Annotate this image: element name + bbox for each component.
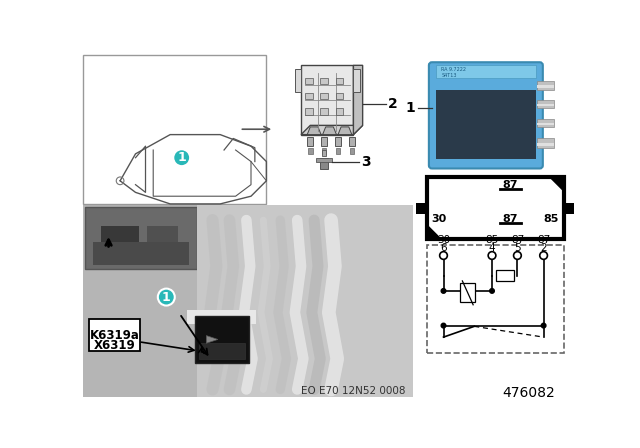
Bar <box>83 205 413 397</box>
Bar <box>316 158 332 162</box>
Text: 87: 87 <box>511 235 524 245</box>
Bar <box>436 65 536 78</box>
FancyBboxPatch shape <box>429 62 543 168</box>
Bar <box>198 343 245 359</box>
Bar <box>336 93 344 99</box>
Bar <box>460 283 476 302</box>
Bar <box>353 69 360 92</box>
Bar <box>416 203 427 214</box>
Text: 2: 2 <box>388 97 398 111</box>
Text: 5: 5 <box>514 243 521 253</box>
Circle shape <box>441 289 446 293</box>
Bar <box>308 148 312 154</box>
Bar <box>322 150 326 156</box>
Polygon shape <box>206 336 218 343</box>
Text: 87: 87 <box>503 214 518 224</box>
Text: 85: 85 <box>543 214 559 224</box>
Text: 1: 1 <box>162 291 171 304</box>
Bar <box>564 203 575 214</box>
Bar <box>336 108 344 115</box>
Polygon shape <box>323 127 337 134</box>
Polygon shape <box>550 177 564 191</box>
Circle shape <box>540 252 547 259</box>
Bar <box>349 148 354 154</box>
Bar <box>538 138 554 148</box>
Bar <box>86 207 197 269</box>
Circle shape <box>541 323 546 328</box>
Bar <box>538 123 554 125</box>
Bar <box>320 159 328 169</box>
Bar <box>307 137 314 146</box>
Bar <box>101 226 140 241</box>
Bar <box>321 137 327 146</box>
Bar <box>538 143 554 146</box>
Bar <box>496 270 513 281</box>
Bar <box>147 226 178 241</box>
Bar <box>197 205 413 397</box>
Text: 3: 3 <box>361 155 371 168</box>
Bar <box>320 108 328 115</box>
Bar <box>538 119 554 127</box>
Circle shape <box>513 252 521 259</box>
Bar <box>305 78 312 84</box>
FancyBboxPatch shape <box>90 319 140 351</box>
Bar <box>295 69 301 92</box>
Text: 6: 6 <box>440 243 447 253</box>
Polygon shape <box>301 125 363 134</box>
Text: 1: 1 <box>405 101 415 115</box>
Text: EO E70 12N52 0008: EO E70 12N52 0008 <box>301 386 405 396</box>
Circle shape <box>488 252 496 259</box>
Text: 87: 87 <box>537 235 550 245</box>
Bar <box>538 81 554 90</box>
Bar <box>320 93 328 99</box>
Text: 4: 4 <box>489 243 495 253</box>
Text: 87: 87 <box>503 180 518 190</box>
Text: RA 9.7222
S4T13: RA 9.7222 S4T13 <box>441 67 466 78</box>
Bar <box>305 93 312 99</box>
Polygon shape <box>427 225 440 238</box>
Bar <box>336 148 340 154</box>
Bar <box>322 148 326 154</box>
Bar <box>187 310 257 324</box>
Polygon shape <box>307 127 321 134</box>
Bar <box>427 177 564 238</box>
Bar <box>427 245 564 353</box>
Text: 476082: 476082 <box>502 386 555 400</box>
Polygon shape <box>353 65 363 134</box>
Bar <box>538 104 554 106</box>
Bar <box>301 65 353 134</box>
Bar <box>195 316 249 362</box>
Text: K6319a: K6319a <box>90 329 140 342</box>
Polygon shape <box>338 127 352 134</box>
Circle shape <box>158 289 175 306</box>
Bar <box>538 100 554 108</box>
Text: 2: 2 <box>540 243 547 253</box>
Text: X6319: X6319 <box>94 339 136 352</box>
Bar <box>305 108 312 115</box>
Bar <box>538 85 554 88</box>
Text: 85: 85 <box>485 235 499 245</box>
Text: 1: 1 <box>177 151 186 164</box>
Circle shape <box>490 289 494 293</box>
Bar <box>436 90 536 159</box>
Circle shape <box>440 252 447 259</box>
Text: 30: 30 <box>431 214 447 224</box>
Text: 30: 30 <box>437 235 450 245</box>
Bar <box>93 241 189 265</box>
Circle shape <box>441 323 446 328</box>
Circle shape <box>173 149 190 166</box>
Bar <box>320 78 328 84</box>
Bar <box>335 137 341 146</box>
Bar <box>83 55 266 204</box>
Bar <box>336 78 344 84</box>
Bar <box>349 137 355 146</box>
